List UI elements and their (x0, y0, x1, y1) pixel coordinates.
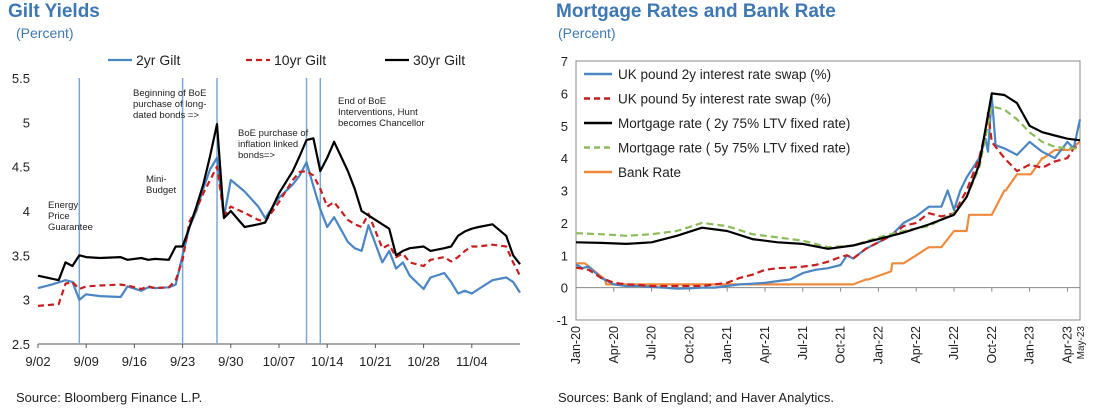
mortgage-chart-title: Mortgage Rates and Bank Rate (556, 1, 836, 22)
legend-label-mortgage-rate-5y-75-ltv-fixed-rate: Mortgage rate ( 5y 75% LTV fixed rate) (618, 141, 850, 156)
x-tick-label: 10/14 (311, 354, 344, 369)
x-tick-label: Jan-23 (1023, 326, 1037, 364)
y-tick-label: 3 (23, 293, 30, 308)
y-tick-label: 5 (561, 119, 568, 134)
mortgage-source-note: Sources: Bank of England; and Haver Anal… (558, 390, 835, 405)
y-tick-label: -1 (556, 313, 568, 328)
legend-label-bank-rate: Bank Rate (618, 165, 681, 180)
gilt-source-note: Source: Bloomberg Finance L.P. (16, 390, 203, 405)
x-tick-label: Apr-23 (1060, 326, 1074, 364)
event-annotation-3: Beginning of BoE purchase of long-dated b… (133, 88, 206, 121)
y-tick-label: 4 (561, 151, 568, 166)
y-tick-label: 2.5 (12, 337, 30, 352)
mortgage-rates-chart: -1 0 1 2 3 4 5 6 7 Jan-20 Apr-20 Jul-20 Oct-20 Jan-21… (556, 54, 1087, 364)
x-tick-label: 10/28 (407, 354, 440, 369)
x-tick-label: 9/23 (170, 354, 195, 369)
series-line-uk-pound-5y-interest-rate-swap (575, 111, 1081, 288)
y-tick-label: 5 (23, 115, 30, 130)
x-tick-label: Oct-20 (682, 326, 696, 364)
legend-label-uk-pound-2y-interest-rate-swap: UK pound 2y interest rate swap (%) (618, 67, 831, 82)
y-tick-label: 4.5 (12, 160, 30, 175)
legend-label-10yr-gilt: 10yr Gilt (274, 52, 326, 68)
x-tick-label: Oct-21 (834, 326, 848, 364)
legend-label-30yr-gilt: 30yr Gilt (413, 52, 465, 68)
legend-label-uk-pound-5y-interest-rate-swap: UK pound 5y interest rate swap (%) (618, 92, 831, 107)
x-tick-label: 9/30 (218, 354, 243, 369)
y-tick-label: 0 (561, 281, 568, 296)
y-tick-label: 3.5 (12, 248, 30, 263)
series-line-mortgage-rate-2y-75-ltv-fixed-rate (575, 92, 1081, 250)
legend-label-mortgage-rate-2y-75-ltv-fixed-rate: Mortgage rate ( 2y 75% LTV fixed rate) (618, 116, 850, 131)
x-tick-label: 10/07 (263, 354, 296, 369)
y-tick-label: 1 (561, 248, 568, 263)
x-tick-label: Apr-22 (909, 326, 923, 364)
gilt-yields-chart: 2.5 3 3.5 4 4.5 5 5.5 9/02 9/09 9/16 9/23 9/30 10/07… (12, 52, 521, 369)
x-tick-label: 11/04 (456, 354, 488, 369)
x-tick-label: Jan-21 (720, 326, 734, 364)
x-tick-label: 10/21 (359, 354, 392, 369)
y-tick-label: 6 (561, 86, 568, 101)
plot-frame (575, 60, 1081, 321)
x-tick-label: Apr-21 (758, 326, 772, 364)
event-annotation-2: Mini-Budget (146, 174, 176, 196)
x-tick-label: Jul-22 (947, 326, 961, 360)
x-tick-label: 9/02 (25, 354, 50, 369)
y-tick-label: 7 (561, 54, 568, 69)
x-tick-label: Jul-21 (796, 326, 810, 360)
x-tick-label: Apr-20 (607, 326, 621, 364)
event-annotation-4: BoE purchase of inflation linked bonds=> (238, 128, 309, 161)
series-line-2yr-gilt (37, 156, 521, 301)
gilt-chart-subtitle: (Percent) (16, 25, 74, 41)
series-line-mortgage-rate-5y-75-ltv-fixed-rate (575, 105, 1080, 249)
x-tick-label: 9/09 (74, 354, 99, 369)
event-annotation-5: End of BoE Interventions, Hunt becomes Cha… (338, 96, 425, 129)
series-line-10yr-gilt (37, 165, 521, 307)
x-tick-label: 9/16 (122, 354, 147, 369)
series-line-30yr-gilt (37, 122, 521, 282)
mortgage-chart-subtitle: (Percent) (558, 25, 616, 41)
legend-label-2yr-gilt: 2yr Gilt (136, 52, 180, 68)
gilt-chart-title: Gilt Yields (8, 1, 100, 22)
y-tick-label: 4 (23, 204, 30, 219)
x-tick-label: Oct-22 (985, 326, 999, 364)
x-tick-label: Jul-20 (645, 326, 659, 360)
x-tick-label: Jan-20 (569, 326, 583, 364)
y-tick-label: 3 (561, 184, 568, 199)
x-tick-label: May-23 (1076, 326, 1087, 360)
event-annotation-1: Energy Price Guarantee (48, 200, 93, 233)
series-line-bank-rate (576, 141, 1081, 286)
y-tick-label: 5.5 (12, 71, 30, 86)
y-tick-label: 2 (561, 216, 568, 231)
x-tick-label: Jan-22 (871, 326, 885, 364)
